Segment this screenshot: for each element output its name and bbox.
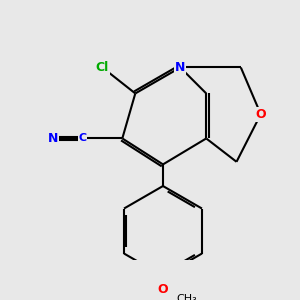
Text: N: N [175,61,185,74]
Text: N: N [48,132,58,145]
Text: O: O [255,108,266,121]
Text: O: O [158,283,168,296]
Text: CH₃: CH₃ [176,294,197,300]
Text: Cl: Cl [96,61,109,74]
Text: C: C [78,134,87,143]
